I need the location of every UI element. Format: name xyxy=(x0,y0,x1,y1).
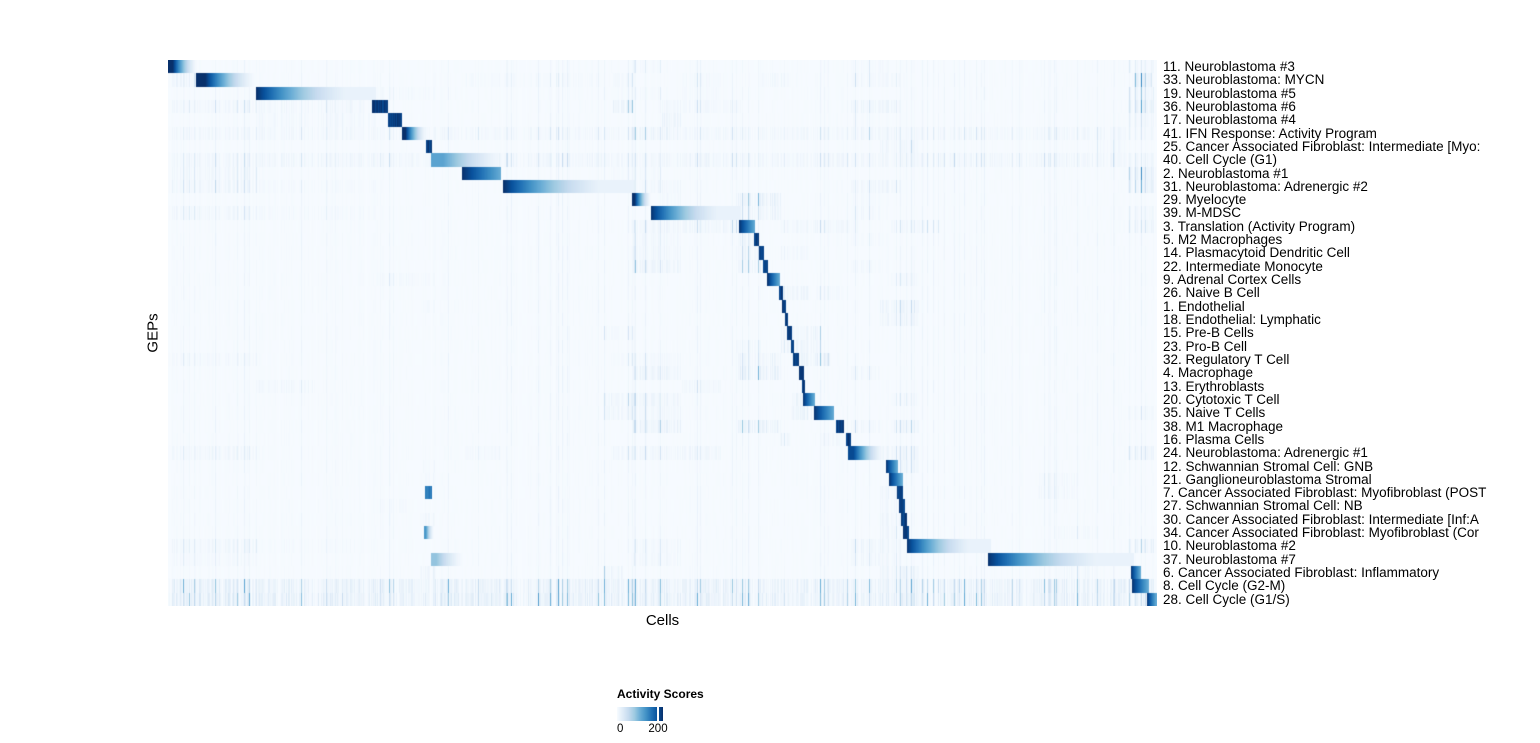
row-label: 22. Intermediate Monocyte xyxy=(1163,258,1323,274)
row-label: 23. Pro-B Cell xyxy=(1163,338,1248,354)
row-label: 34. Cancer Associated Fibroblast: Myofib… xyxy=(1163,525,1479,541)
row-label: 38. M1 Macrophage xyxy=(1163,418,1284,434)
row-label: 5. M2 Macrophages xyxy=(1163,232,1283,248)
row-label: 13. Erythroblasts xyxy=(1163,378,1265,394)
row-label: 11. Neuroblastoma #3 xyxy=(1163,59,1295,74)
row-label: 10. Neuroblastoma #2 xyxy=(1163,538,1296,554)
legend: Activity Scores 0 200 xyxy=(617,687,777,737)
row-label: 25. Cancer Associated Fibroblast: Interm… xyxy=(1163,138,1481,154)
row-label: 19. Neuroblastoma #5 xyxy=(1163,85,1296,101)
row-label: 41. IFN Response: Activity Program xyxy=(1163,125,1377,141)
row-label: 21. Ganglioneuroblastoma Stromal xyxy=(1163,471,1372,487)
row-label: 35. Naive T Cells xyxy=(1163,405,1266,421)
row-label: 31. Neuroblastoma: Adrenergic #2 xyxy=(1163,178,1368,194)
row-label: 36. Neuroblastoma #6 xyxy=(1163,98,1296,114)
y-axis-label: GEPs xyxy=(144,313,162,353)
row-label: 12. Schwannian Stromal Cell: GNB xyxy=(1163,458,1374,474)
x-axis-label: Cells xyxy=(645,612,680,629)
row-label: 28. Cell Cycle (G1/S) xyxy=(1163,591,1290,607)
row-label: 7. Cancer Associated Fibroblast: Myofibr… xyxy=(1163,485,1487,501)
row-label: 8. Cell Cycle (G2-M) xyxy=(1163,578,1286,594)
row-label: 27. Schwannian Stromal Cell: NB xyxy=(1163,498,1363,514)
row-label: 14. Plasmacytoid Dendritic Cell xyxy=(1163,245,1350,261)
row-label: 15. Pre-B Cells xyxy=(1163,325,1254,341)
row-label: 33. Neuroblastoma: MYCN xyxy=(1163,72,1325,88)
legend-tick-mark xyxy=(657,707,659,721)
legend-min-label: 0 xyxy=(617,723,624,735)
row-label: 4. Macrophage xyxy=(1163,365,1254,381)
legend-max-label: 200 xyxy=(648,723,668,735)
heatmap-canvas xyxy=(168,60,1157,606)
row-label: 20. Cytotoxic T Cell xyxy=(1163,391,1280,407)
row-label: 24. Neuroblastoma: Adrenergic #1 xyxy=(1163,445,1368,461)
row-label: 32. Regulatory T Cell xyxy=(1163,351,1290,367)
row-label: 9. Adrenal Cortex Cells xyxy=(1163,272,1302,288)
row-label: 26. Naive B Cell xyxy=(1163,285,1260,301)
row-label: 30. Cancer Associated Fibroblast: Interm… xyxy=(1163,511,1479,527)
row-label: 18. Endothelial: Lymphatic xyxy=(1163,312,1321,328)
row-label: 37. Neuroblastoma #7 xyxy=(1163,551,1296,567)
row-label: 16. Plasma Cells xyxy=(1163,431,1265,447)
legend-tick-labels: 0 200 xyxy=(617,723,697,737)
row-label: 17. Neuroblastoma #4 xyxy=(1163,112,1296,128)
legend-colorbar xyxy=(617,707,663,721)
legend-title: Activity Scores xyxy=(617,687,704,701)
row-label: 6. Cancer Associated Fibroblast: Inflamm… xyxy=(1163,565,1440,581)
row-label: 1. Endothelial xyxy=(1163,298,1245,314)
row-label: 3. Translation (Activity Program) xyxy=(1163,218,1356,234)
row-label: 2. Neuroblastoma #1 xyxy=(1163,165,1289,181)
row-label: 40. Cell Cycle (G1) xyxy=(1163,152,1278,168)
row-label: 39. M-MDSC xyxy=(1163,205,1242,221)
row-label: 29. Myelocyte xyxy=(1163,192,1247,208)
